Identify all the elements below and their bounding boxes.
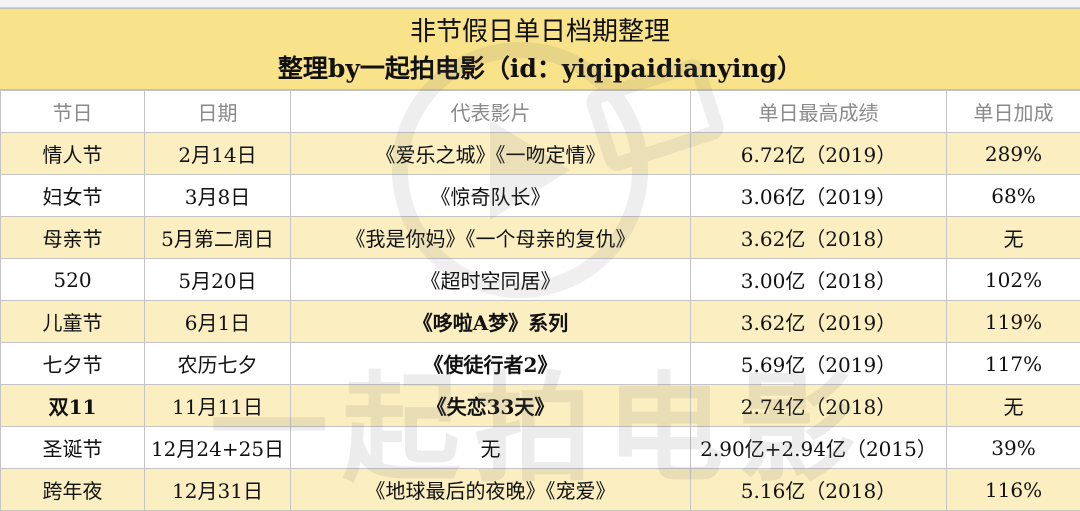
- cell-festival: 圣诞节: [1, 427, 145, 469]
- cell-date: 11月11日: [145, 385, 291, 427]
- cell-films: 《惊奇队长》: [291, 175, 691, 217]
- cell-boost: 无: [947, 385, 1080, 427]
- cell-best: 3.00亿（2018）: [691, 259, 947, 301]
- cell-date: 6月1日: [145, 301, 291, 343]
- page-subtitle: 整理by一起拍电影（id：yiqipaidianying）: [0, 53, 1080, 85]
- table-row: 母亲节 5月第二周日 《我是你妈》《一个母亲的复仇》 3.62亿（2018） 无: [1, 217, 1080, 259]
- cell-films: 《地球最后的夜晚》《宠爱》: [291, 469, 691, 511]
- cell-date: 3月8日: [145, 175, 291, 217]
- cell-festival: 母亲节: [1, 217, 145, 259]
- cell-best: 5.16亿（2018）: [691, 469, 947, 511]
- cell-festival: 七夕节: [1, 343, 145, 385]
- header-date: 日期: [145, 91, 291, 133]
- cell-best: 2.74亿（2018）: [691, 385, 947, 427]
- top-strip: [0, 0, 1080, 8]
- cell-date: 2月14日: [145, 133, 291, 175]
- title-block: 非节假日单日档期整理 整理by一起拍电影（id：yiqipaidianying）: [0, 8, 1080, 90]
- cell-best: 3.06亿（2019）: [691, 175, 947, 217]
- cell-best: 3.62亿（2018）: [691, 217, 947, 259]
- schedule-table: 节日 日期 代表影片 单日最高成绩 单日加成 情人节 2月14日 《爱乐之城》《…: [0, 90, 1080, 511]
- cell-films: 《失恋33天》: [291, 385, 691, 427]
- cell-festival: 儿童节: [1, 301, 145, 343]
- table-row: 妇女节 3月8日 《惊奇队长》 3.06亿（2019） 68%: [1, 175, 1080, 217]
- cell-boost: 39%: [947, 427, 1080, 469]
- cell-date: 5月第二周日: [145, 217, 291, 259]
- cell-films: 《爱乐之城》《一吻定情》: [291, 133, 691, 175]
- header-boost: 单日加成: [947, 91, 1080, 133]
- cell-festival: 520: [1, 259, 145, 301]
- table-row: 双11 11月11日 《失恋33天》 2.74亿（2018） 无: [1, 385, 1080, 427]
- cell-festival: 妇女节: [1, 175, 145, 217]
- cell-best: 5.69亿（2019）: [691, 343, 947, 385]
- header-festival: 节日: [1, 91, 145, 133]
- table-row: 七夕节 农历七夕 《使徒行者2》 5.69亿（2019） 117%: [1, 343, 1080, 385]
- cell-boost: 116%: [947, 469, 1080, 511]
- cell-festival: 情人节: [1, 133, 145, 175]
- cell-films: 《我是你妈》《一个母亲的复仇》: [291, 217, 691, 259]
- cell-films: 《哆啦A梦》系列: [291, 301, 691, 343]
- cell-best: 3.62亿（2019）: [691, 301, 947, 343]
- cell-date: 5月20日: [145, 259, 291, 301]
- cell-festival: 双11: [1, 385, 145, 427]
- table-row: 跨年夜 12月31日 《地球最后的夜晚》《宠爱》 5.16亿（2018） 116…: [1, 469, 1080, 511]
- cell-best: 6.72亿（2019）: [691, 133, 947, 175]
- table-row: 圣诞节 12月24+25日 无 2.90亿+2.94亿（2015） 39%: [1, 427, 1080, 469]
- cell-date: 12月31日: [145, 469, 291, 511]
- cell-boost: 68%: [947, 175, 1080, 217]
- table-row: 儿童节 6月1日 《哆啦A梦》系列 3.62亿（2019） 119%: [1, 301, 1080, 343]
- table-header-row: 节日 日期 代表影片 单日最高成绩 单日加成: [1, 91, 1080, 133]
- cell-boost: 无: [947, 217, 1080, 259]
- table-row: 情人节 2月14日 《爱乐之城》《一吻定情》 6.72亿（2019） 289%: [1, 133, 1080, 175]
- cell-boost: 119%: [947, 301, 1080, 343]
- cell-festival: 跨年夜: [1, 469, 145, 511]
- cell-films: 无: [291, 427, 691, 469]
- cell-films: 《超时空同居》: [291, 259, 691, 301]
- header-best: 单日最高成绩: [691, 91, 947, 133]
- table-row: 520 5月20日 《超时空同居》 3.00亿（2018） 102%: [1, 259, 1080, 301]
- cell-date: 12月24+25日: [145, 427, 291, 469]
- cell-best: 2.90亿+2.94亿（2015）: [691, 427, 947, 469]
- cell-date: 农历七夕: [145, 343, 291, 385]
- cell-boost: 117%: [947, 343, 1080, 385]
- cell-films: 《使徒行者2》: [291, 343, 691, 385]
- cell-boost: 289%: [947, 133, 1080, 175]
- page-title: 非节假日单日档期整理: [0, 15, 1080, 49]
- header-films: 代表影片: [291, 91, 691, 133]
- cell-boost: 102%: [947, 259, 1080, 301]
